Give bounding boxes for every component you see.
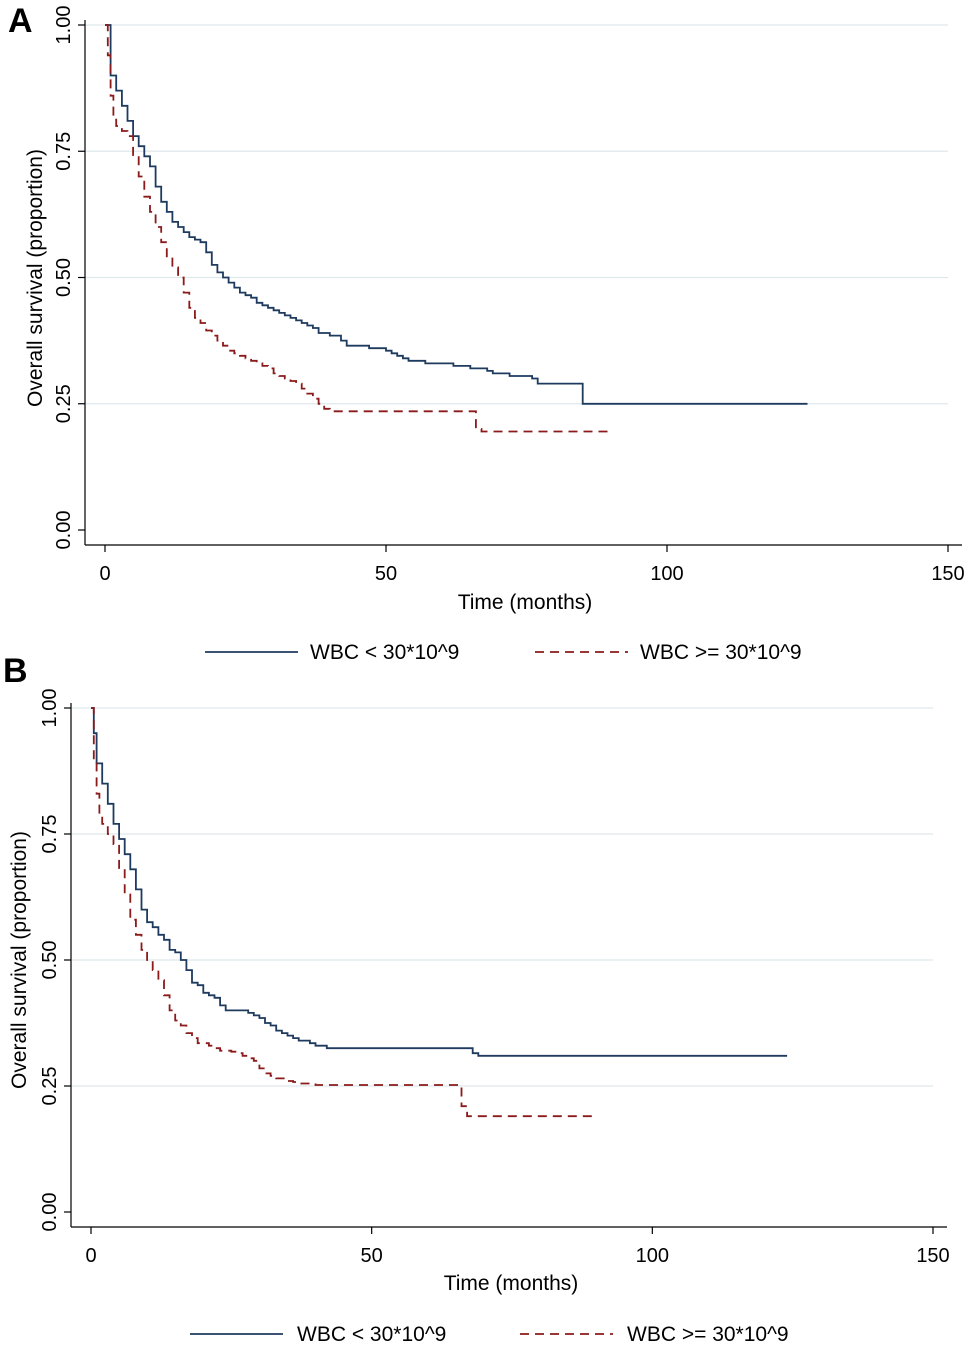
- panel-a-x-tick-label: 100: [650, 563, 683, 585]
- panel-a-y-tick-label: 1.00: [53, 6, 75, 45]
- panel-a-x-tick-label: 0: [99, 563, 110, 585]
- panel-a-x-axis-title: Time (months): [458, 591, 593, 614]
- panel-b-series-wbc-low-line: [91, 707, 788, 1057]
- panel-a-x-tick-label: 50: [375, 563, 397, 585]
- panel-b-x-tick-label: 150: [916, 1245, 949, 1267]
- panel-b-y-tick-label: 1.00: [39, 689, 61, 728]
- panel-a-legend-label: WBC < 30*10^9: [310, 641, 459, 664]
- panel-b-legend-label: WBC >= 30*10^9: [627, 1323, 789, 1346]
- panel-a: A Overall survival (proportion) Time (mo…: [8, 2, 965, 664]
- panel-b-y-tick-label: 0.50: [39, 941, 61, 980]
- panel-b: B Overall survival (proportion) Time (mo…: [3, 652, 950, 1346]
- panel-b-y-tick-label: 0.25: [39, 1067, 61, 1106]
- panel-b-x-tick-label: 100: [636, 1245, 669, 1267]
- panel-a-y-axis-title: Overall survival (proportion): [24, 149, 47, 407]
- panel-b-letter: B: [3, 652, 28, 690]
- panel-a-letter: A: [8, 2, 33, 40]
- panel-a-series-wbc-low-line: [105, 24, 808, 405]
- panel-a-y-tick-label: 0.00: [53, 511, 75, 550]
- panel-b-y-tick-label: 0.75: [39, 815, 61, 854]
- panel-b-y-axis-title: Overall survival (proportion): [8, 831, 31, 1089]
- panel-a-y-tick-label: 0.25: [53, 384, 75, 423]
- panel-a-legend-label: WBC >= 30*10^9: [640, 641, 802, 664]
- panel-b-x-tick-label: 50: [361, 1245, 383, 1267]
- panel-a-series-wbc-high-line: [105, 24, 611, 433]
- panel-a-x-tick-label: 150: [931, 563, 964, 585]
- panel-b-x-axis-title: Time (months): [444, 1272, 579, 1295]
- panel-a-y-tick-label: 0.50: [53, 258, 75, 297]
- panel-b-series-wbc-high-line: [91, 707, 597, 1118]
- panel-a-y-tick-label: 0.75: [53, 132, 75, 171]
- panel-b-x-tick-label: 0: [85, 1245, 96, 1267]
- panel-b-y-tick-label: 0.00: [39, 1193, 61, 1232]
- panel-b-legend-label: WBC < 30*10^9: [297, 1323, 446, 1346]
